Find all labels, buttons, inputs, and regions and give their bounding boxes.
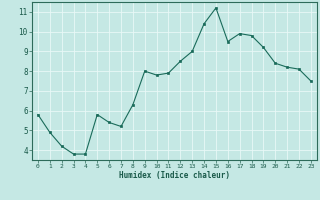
X-axis label: Humidex (Indice chaleur): Humidex (Indice chaleur) (119, 171, 230, 180)
